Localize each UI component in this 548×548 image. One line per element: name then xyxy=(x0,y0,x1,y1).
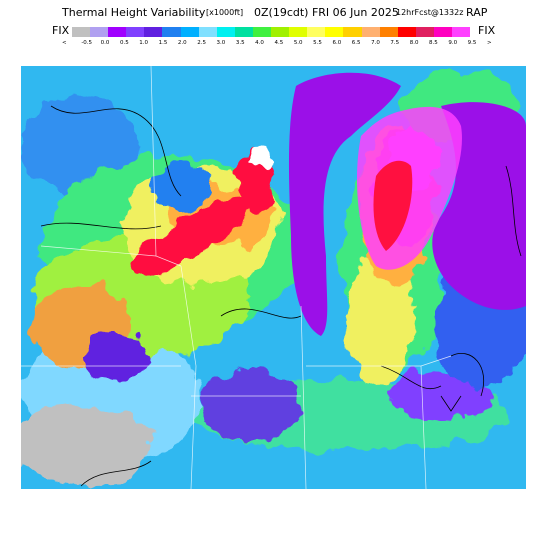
contour-line-0 xyxy=(50,105,182,197)
legend-swatch-17 xyxy=(379,27,398,37)
units-label: [x1000ft] xyxy=(206,8,244,17)
legend-swatch-20 xyxy=(433,27,452,37)
legend-label-11: 4.5 xyxy=(274,40,284,46)
color-legend xyxy=(72,27,471,37)
legend-label-9: 3.5 xyxy=(235,40,245,46)
valid-time: 0Z(19cdt) FRI 06 Jun 2025 xyxy=(254,6,399,19)
great-lakes xyxy=(288,72,526,336)
contour-line-3 xyxy=(450,353,485,397)
legend-label-17: 7.5 xyxy=(390,40,400,46)
state-border-5 xyxy=(40,245,157,257)
legend-swatch-19 xyxy=(415,27,434,37)
legend-swatch-6 xyxy=(180,27,199,37)
contour-line-6 xyxy=(440,395,462,412)
legend-label-5: 1.5 xyxy=(158,40,168,46)
legend-label-19: 8.5 xyxy=(429,40,438,46)
legend-swatch-4 xyxy=(144,27,163,37)
legend-label-20: 9.0 xyxy=(448,40,458,46)
field-area-7 xyxy=(201,371,301,441)
state-border-2 xyxy=(300,305,307,489)
legend-label-2: 0.0 xyxy=(100,40,110,46)
fix-right-label: FIX xyxy=(478,24,496,37)
lower-peninsula-core xyxy=(373,160,413,251)
legend-label-21: 9.5 xyxy=(467,40,477,46)
legend-label-6: 2.0 xyxy=(177,40,187,46)
legend-label-1: -0.5 xyxy=(81,40,93,46)
thermal-height-map xyxy=(21,66,526,489)
legend-swatch-5 xyxy=(162,27,181,37)
legend-label-14: 6.0 xyxy=(332,40,342,46)
legend-label-10: 4.0 xyxy=(255,40,264,46)
legend-label-12: 5.0 xyxy=(293,40,303,46)
model-name: RAP xyxy=(466,6,488,19)
legend-swatch-0 xyxy=(72,27,91,37)
legend-labels: < -0.5 0.0 0.5 1.0 1.5 2.0 2.5 3.0 3.5 4.0 4.5 5.0 5.… xyxy=(62,40,492,50)
legend-label-0: < xyxy=(62,40,67,46)
legend-label-8: 3.0 xyxy=(216,40,226,46)
contour-line-2 xyxy=(220,308,302,319)
legend-label-16: 7.0 xyxy=(371,40,380,46)
legend-swatch-14 xyxy=(325,27,344,37)
contour-line-5 xyxy=(80,460,152,487)
field-area-17 xyxy=(129,196,253,276)
legend-swatch-3 xyxy=(126,27,145,37)
legend-label-18: 8.0 xyxy=(409,40,419,46)
field-area-20 xyxy=(151,161,211,211)
legend-swatch-21 xyxy=(451,27,471,37)
state-border-1 xyxy=(180,265,197,489)
field-area-19 xyxy=(252,148,270,168)
legend-swatch-16 xyxy=(361,27,380,37)
field-area-21 xyxy=(86,331,146,381)
legend-swatch-9 xyxy=(234,27,253,37)
legend-label-3: 0.5 xyxy=(119,40,129,46)
legend-swatch-1 xyxy=(90,27,109,37)
legend-label-15: 6.5 xyxy=(351,40,361,46)
state-borders xyxy=(21,66,452,489)
legend-swatch-10 xyxy=(252,27,272,37)
legend-label-4: 1.0 xyxy=(139,40,149,46)
fix-left-label: FIX xyxy=(52,24,70,37)
legend-swatch-7 xyxy=(198,27,217,37)
contour-line-1 xyxy=(40,222,162,230)
field-area-1 xyxy=(21,406,151,486)
legend-swatch-11 xyxy=(271,27,290,37)
legend-swatch-8 xyxy=(216,27,235,37)
product-name: Thermal Height Variability xyxy=(62,6,206,19)
contour-line-4 xyxy=(380,365,442,390)
legend-swatch-18 xyxy=(397,27,416,37)
legend-swatch-2 xyxy=(108,27,127,37)
lake-michigan xyxy=(288,72,401,336)
forecast-label: 12hrFcst@1332z xyxy=(396,8,464,17)
boundary-lines xyxy=(40,105,522,487)
legend-swatch-13 xyxy=(307,27,326,37)
contour-line-7 xyxy=(505,165,522,257)
legend-label-13: 5.5 xyxy=(313,40,322,46)
legend-label-22: > xyxy=(487,40,492,46)
legend-swatch-15 xyxy=(343,27,362,37)
legend-label-7: 2.5 xyxy=(197,40,206,46)
legend-swatch-12 xyxy=(289,27,308,37)
state-border-4 xyxy=(420,365,427,489)
